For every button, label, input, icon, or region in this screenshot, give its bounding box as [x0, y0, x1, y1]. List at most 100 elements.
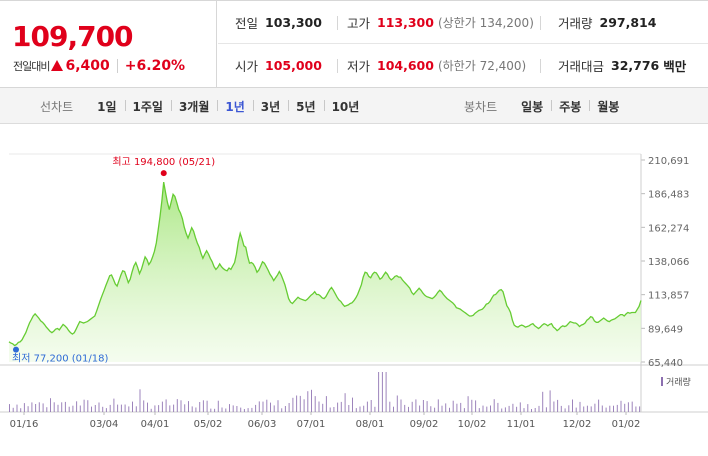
trade-value-label: 거래대금 [558, 59, 605, 74]
volume-bar [91, 406, 92, 412]
current-price: 109,700 [12, 20, 134, 53]
tab-1w[interactable]: 1주일 [124, 98, 171, 115]
tab-1d[interactable]: 1일 [97, 99, 117, 114]
volume-cell: 거래량 297,814 [558, 1, 656, 44]
tab-daily[interactable]: 일봉 [521, 99, 544, 114]
volume-bar [508, 405, 510, 412]
volume-bar [560, 405, 562, 412]
volume-bar [161, 401, 163, 412]
volume-bar [139, 389, 141, 412]
volume-bar [583, 406, 585, 412]
volume-bar [598, 399, 600, 412]
volume-bar [601, 405, 603, 412]
volume-legend-swatch [661, 377, 663, 386]
tab-1y[interactable]: 1년 [217, 98, 252, 115]
volume-bar [370, 400, 372, 412]
y-tick-label: 186,483 [648, 190, 689, 201]
volume-bar [46, 407, 48, 412]
volume-bar [419, 405, 421, 412]
volume-bar [251, 407, 253, 412]
upper-limit: (상한가 134,200) [437, 16, 534, 30]
volume-bar [120, 404, 122, 412]
prev-close-label: 전일 [235, 16, 259, 31]
volume-bar [262, 401, 264, 412]
volume-bar [225, 408, 227, 412]
volume-bar [579, 401, 581, 412]
volume-bar [538, 405, 540, 412]
volume-bar [400, 399, 402, 412]
volume-bar [590, 406, 592, 412]
volume-bar [23, 403, 25, 412]
volume-bar [475, 400, 477, 412]
volume-bar [281, 408, 283, 412]
volume-bar [408, 406, 409, 412]
open-label: 시가 [235, 59, 259, 74]
tab-3y[interactable]: 3년 [252, 98, 288, 115]
volume-bar [288, 403, 290, 412]
low-value: 104,600 [377, 58, 434, 73]
volume-bar [333, 407, 335, 412]
volume-bar [381, 372, 383, 412]
min-label: 최저 77,200 (01/18) [12, 353, 108, 365]
volume-bar [188, 401, 189, 412]
open-value: 105,000 [265, 58, 322, 73]
high-cell: 고가 113,300 (상한가 134,200) [347, 1, 534, 44]
tab-3m[interactable]: 3개월 [170, 98, 217, 115]
volume-bar [199, 402, 201, 412]
volume-bar [594, 403, 596, 412]
volume-bar [549, 390, 551, 412]
volume-bar [102, 406, 104, 412]
volume-bar [404, 404, 406, 412]
y-tick-label: 113,857 [648, 291, 689, 302]
volume-bar [247, 408, 249, 412]
volume-bar [616, 404, 618, 412]
volume-bar [504, 407, 506, 412]
volume-bar [355, 408, 357, 412]
price-line [8, 181, 642, 347]
volume-bar [154, 405, 156, 412]
volume-bar [545, 407, 547, 412]
volume-bar [325, 396, 327, 412]
min-marker [13, 346, 19, 353]
volume-bar [35, 404, 37, 412]
volume-bar [501, 408, 503, 412]
volume-legend-label: 거래량 [666, 376, 691, 388]
volume-bar [318, 401, 320, 412]
x-tick-label: 08/01 [356, 419, 385, 430]
max-marker [160, 170, 167, 177]
volume-bar [307, 391, 309, 412]
volume-bar [191, 406, 193, 412]
volume-bar [568, 405, 570, 412]
volume-bar [147, 402, 148, 412]
volume-bar [16, 404, 18, 412]
volume-bar [113, 398, 115, 412]
volume-bar [64, 401, 66, 412]
tab-5y[interactable]: 5년 [288, 98, 323, 115]
y-tick-label: 138,066 [648, 257, 689, 268]
tab-10y[interactable]: 10년 [323, 98, 368, 115]
volume-bar [255, 404, 257, 412]
y-tick-label: 210,691 [648, 156, 689, 167]
volume-bar [415, 399, 417, 412]
tab-weekly[interactable]: 주봉 [551, 98, 589, 115]
x-tick-label: 04/01 [141, 419, 170, 430]
volume-bar [374, 406, 376, 412]
volume-bar [258, 401, 260, 412]
volume-bar [512, 403, 514, 412]
quote-row-1: 전일 103,300 고가 113,300 (상한가 134,200) 거래량 … [218, 1, 708, 44]
volume-bar [243, 409, 245, 412]
x-tick-label: 12/02 [563, 419, 592, 430]
volume-value: 297,814 [599, 15, 657, 30]
volume-bar [348, 405, 350, 412]
volume-bar [57, 404, 59, 412]
volume-bar [389, 401, 391, 412]
tab-monthly[interactable]: 월봉 [589, 98, 627, 115]
volume-bar [486, 406, 488, 412]
volume-bar [303, 399, 305, 412]
volume-bar [232, 405, 234, 412]
high-value: 113,300 [377, 15, 434, 30]
volume-bar [206, 400, 208, 412]
volume-bar [20, 408, 22, 412]
volume-bar [105, 408, 107, 412]
volume-bar [575, 407, 577, 412]
